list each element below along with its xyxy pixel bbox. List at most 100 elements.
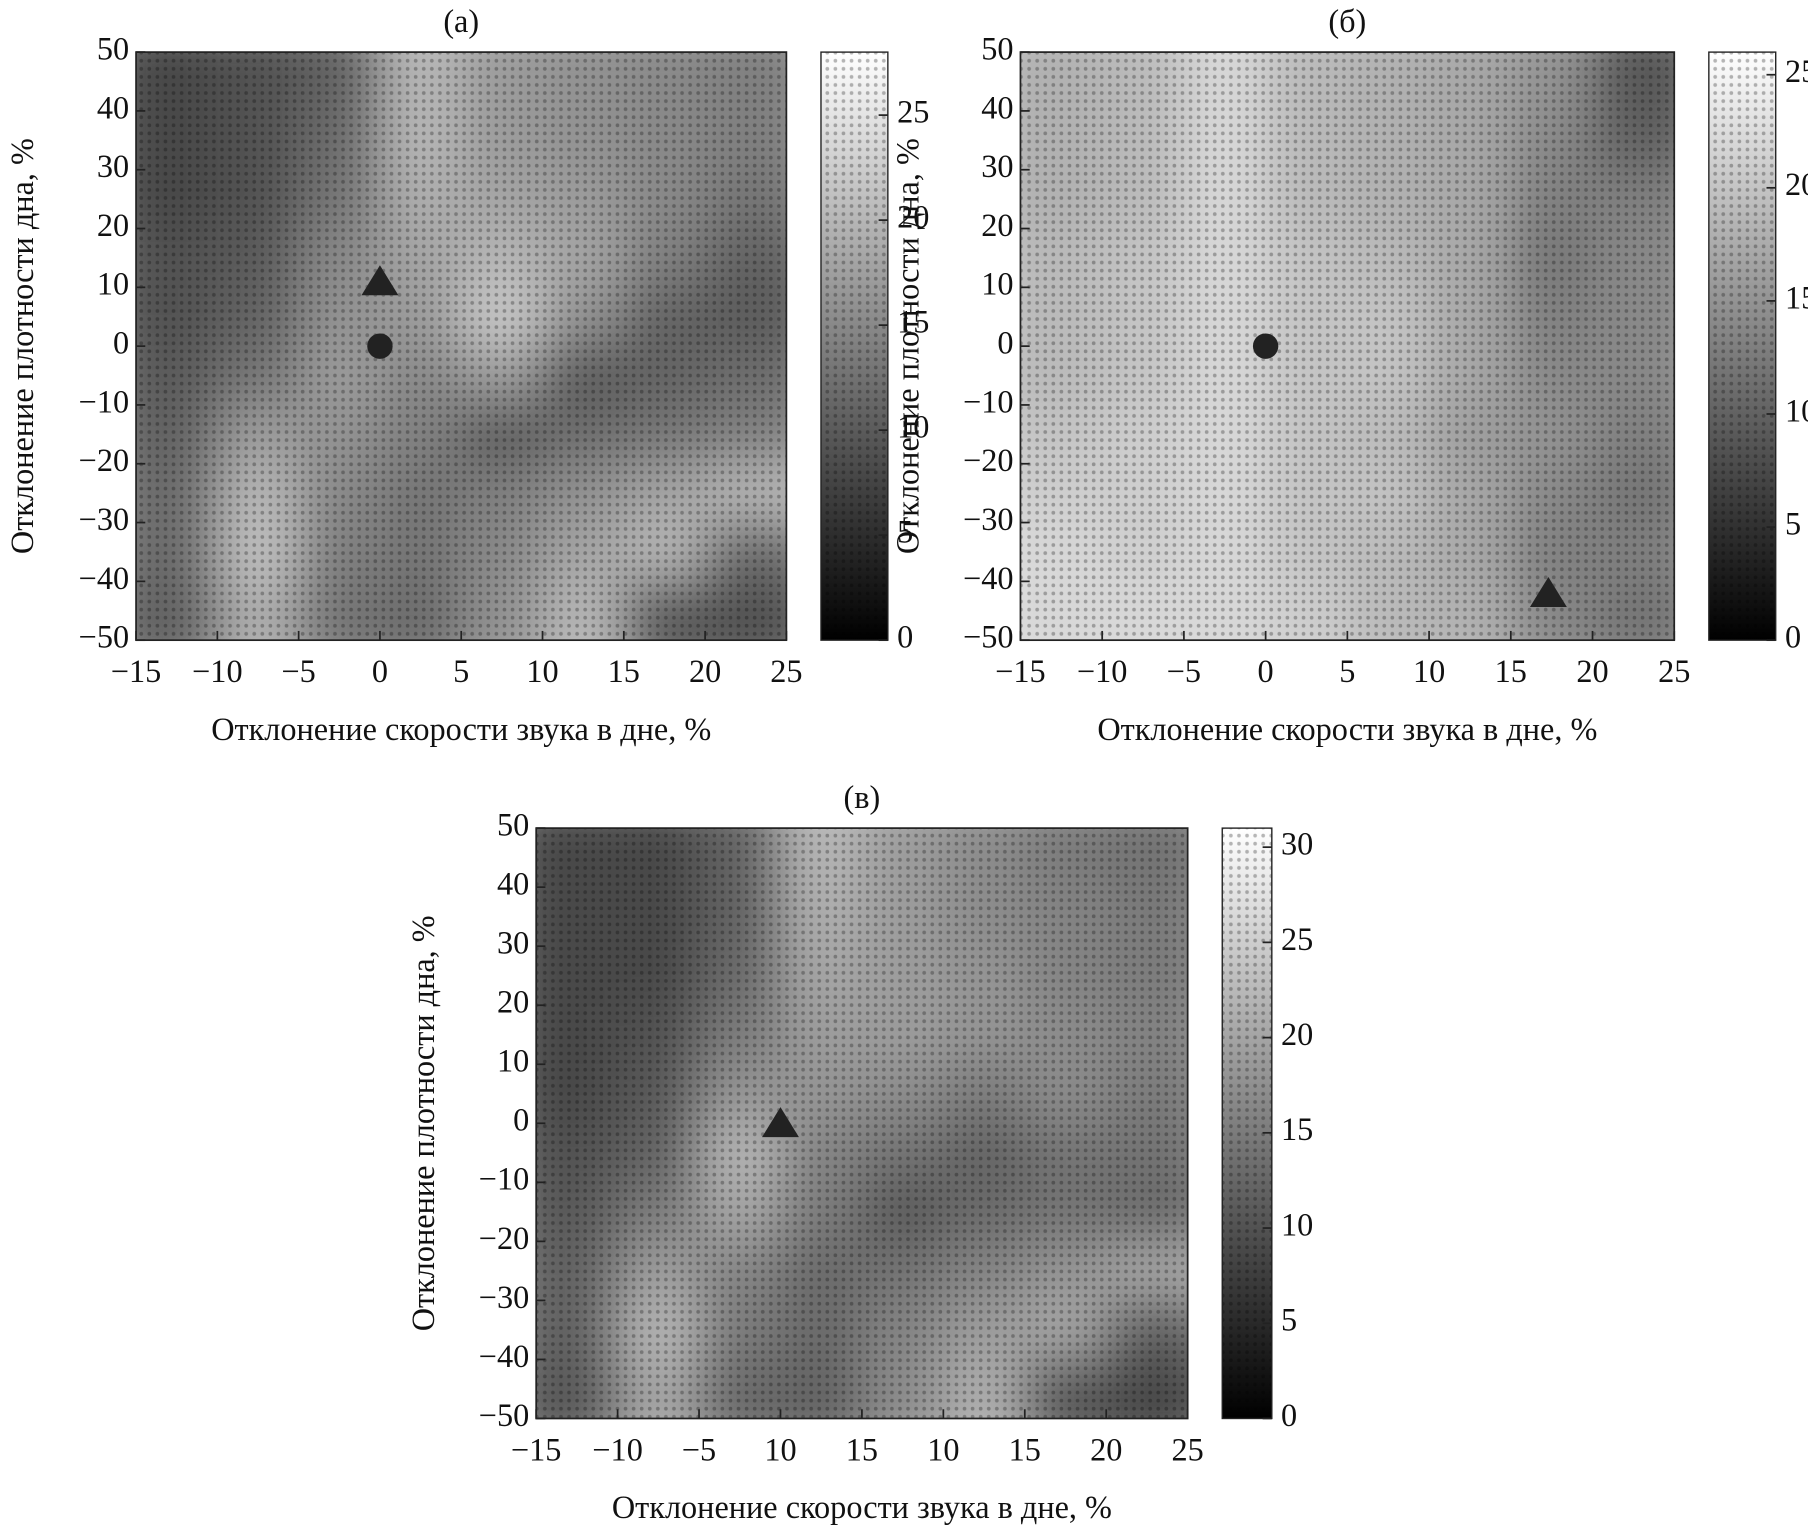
y-tick-label: 40 — [97, 89, 129, 125]
x-tick-label: 0 — [1258, 653, 1274, 689]
x-tick-label: 20 — [1090, 1431, 1122, 1467]
x-tick-label: 5 — [453, 653, 469, 689]
x-tick-label: −10 — [592, 1431, 642, 1467]
y-tick-label: 30 — [497, 925, 529, 961]
x-tick-label: 20 — [1576, 653, 1608, 689]
dither — [536, 828, 1188, 1419]
y-tick-label: −30 — [79, 501, 129, 537]
y-tick-label: −40 — [963, 560, 1013, 596]
colorbar-tick-label: 0 — [1281, 1397, 1297, 1433]
chart-title: (в) — [844, 779, 881, 815]
marker-triangle — [762, 1107, 799, 1138]
y-axis-label: Отклонение плотности дна, % — [4, 138, 40, 554]
y-tick-label: −50 — [479, 1397, 529, 1433]
y-tick-label: 0 — [513, 1102, 529, 1138]
colorbar-dither — [1708, 52, 1776, 641]
x-tick-label: −10 — [192, 653, 242, 689]
x-tick-label: 25 — [1658, 653, 1690, 689]
colorbar-tick-label: 10 — [897, 409, 929, 445]
y-tick-label: 30 — [97, 148, 129, 184]
y-tick-label: 10 — [497, 1043, 529, 1079]
colorbar-dither — [820, 52, 888, 641]
y-tick-label: 20 — [97, 207, 129, 243]
colorbar-tick-label: 0 — [1785, 619, 1801, 655]
colorbar-frame — [820, 51, 889, 641]
colorbar-tick-label: 5 — [1785, 505, 1801, 541]
marker-triangle — [1529, 576, 1567, 607]
x-tick-label: 20 — [689, 653, 721, 689]
heatmap — [1020, 52, 1675, 641]
y-tick-label: 30 — [981, 148, 1013, 184]
colorbar-tick-label: 25 — [897, 94, 929, 130]
colorbar-tick-label: 15 — [897, 304, 929, 340]
y-tick-label: 0 — [997, 325, 1013, 361]
y-tick-label: −10 — [479, 1161, 529, 1197]
chart-title: (а) — [443, 3, 479, 39]
y-tick-label: 20 — [981, 207, 1013, 243]
colorbar-tick-label: 5 — [1281, 1302, 1297, 1338]
x-tick-label: 0 — [372, 653, 388, 689]
x-tick-label: 15 — [846, 1431, 878, 1467]
x-tick-label: 10 — [526, 653, 558, 689]
x-tick-label: 15 — [1495, 653, 1527, 689]
colorbar-tick-label: 15 — [1785, 279, 1808, 315]
y-tick-label: 50 — [97, 31, 129, 67]
chart-title: (б) — [1328, 3, 1366, 39]
y-axis-label: Отклонение плотности дна, % — [889, 138, 925, 554]
x-axis-label: Отклонение скорости звука в дне, % — [1097, 711, 1597, 747]
dither — [1020, 52, 1675, 641]
colorbar-tick-label: 20 — [897, 199, 929, 235]
x-tick-label: 25 — [770, 653, 802, 689]
y-tick-label: 50 — [981, 31, 1013, 67]
marker-triangle — [361, 265, 399, 296]
x-tick-label: 10 — [764, 1431, 796, 1467]
colorbar-tick-label: 30 — [1281, 826, 1313, 862]
marker-circle — [1252, 333, 1279, 359]
y-tick-label: 10 — [97, 266, 129, 302]
y-tick-label: −50 — [963, 619, 1013, 655]
y-tick-label: 20 — [497, 984, 529, 1020]
x-tick-label: −15 — [511, 1431, 561, 1467]
x-axis-label: Отклонение скорости звука в дне, % — [211, 711, 711, 747]
x-tick-label: 5 — [1339, 653, 1355, 689]
y-tick-label: −10 — [963, 383, 1013, 419]
x-tick-label: 10 — [1413, 653, 1445, 689]
y-tick-label: −40 — [79, 560, 129, 596]
y-tick-label: 0 — [113, 325, 129, 361]
y-tick-label: 40 — [981, 89, 1013, 125]
colorbar-tick-label: 5 — [897, 514, 913, 550]
x-tick-label: −15 — [111, 653, 161, 689]
y-tick-label: −40 — [479, 1338, 529, 1374]
x-tick-label: −15 — [995, 653, 1045, 689]
y-tick-label: −30 — [479, 1279, 529, 1315]
x-tick-label: 15 — [608, 653, 640, 689]
colorbar-tick-label: 10 — [1785, 392, 1808, 428]
y-tick-label: 40 — [497, 866, 529, 902]
y-tick-label: −20 — [963, 442, 1013, 478]
colorbar-tick-label: 25 — [1785, 53, 1808, 89]
x-tick-label: 10 — [927, 1431, 959, 1467]
y-tick-label: −20 — [479, 1220, 529, 1256]
colorbar-tick-label: 20 — [1281, 1016, 1313, 1052]
y-axis-label: Отклонение плотности дна, % — [405, 915, 441, 1331]
x-tick-label: 25 — [1172, 1431, 1204, 1467]
x-tick-label: −5 — [281, 653, 315, 689]
colorbar-frame — [1708, 51, 1777, 641]
x-tick-label: 15 — [1009, 1431, 1041, 1467]
y-tick-label: −50 — [79, 619, 129, 655]
colorbar-frame — [1221, 827, 1273, 1420]
heatmap — [136, 52, 787, 641]
y-tick-label: −20 — [79, 442, 129, 478]
heatmap — [536, 828, 1188, 1419]
colorbar-tick-label: 20 — [1785, 166, 1808, 202]
x-tick-label: −5 — [1167, 653, 1201, 689]
colorbar-tick-label: 25 — [1281, 921, 1313, 957]
y-tick-label: 50 — [497, 807, 529, 843]
x-tick-label: −10 — [1077, 653, 1127, 689]
colorbar-dither — [1222, 828, 1272, 1419]
x-axis-label: Отклонение скорости звука в дне, % — [612, 1489, 1112, 1525]
y-tick-label: 10 — [981, 266, 1013, 302]
colorbar-tick-label: 15 — [1281, 1111, 1313, 1147]
x-tick-label: −5 — [682, 1431, 716, 1467]
